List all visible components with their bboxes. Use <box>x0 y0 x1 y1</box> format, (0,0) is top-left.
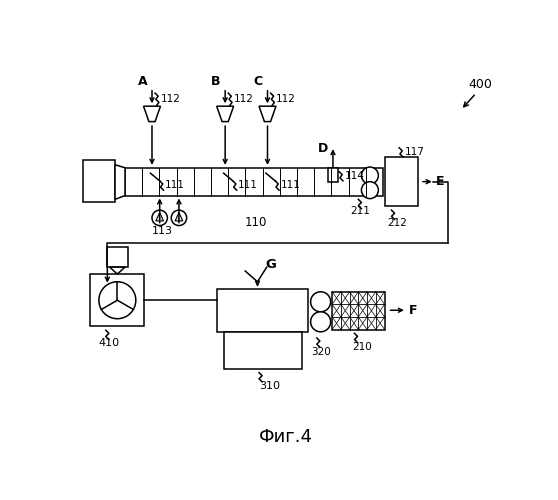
Bar <box>386 157 417 206</box>
Text: 110: 110 <box>245 216 267 228</box>
Bar <box>125 168 383 196</box>
Bar <box>218 290 309 332</box>
Text: 112: 112 <box>234 94 253 104</box>
Circle shape <box>311 292 331 312</box>
Text: E: E <box>436 175 445 188</box>
Text: 211: 211 <box>350 206 370 216</box>
Text: 113: 113 <box>152 226 172 236</box>
Text: 320: 320 <box>311 347 331 357</box>
Circle shape <box>171 210 186 226</box>
Polygon shape <box>115 164 125 200</box>
Bar <box>90 274 145 326</box>
Polygon shape <box>143 106 161 122</box>
Text: G: G <box>265 258 276 271</box>
Polygon shape <box>156 212 163 221</box>
Text: 112: 112 <box>161 94 180 104</box>
Text: 111: 111 <box>281 180 300 190</box>
Text: Фиг.4: Фиг.4 <box>259 428 313 446</box>
Text: 114: 114 <box>344 172 364 181</box>
Polygon shape <box>175 212 183 221</box>
Text: 410: 410 <box>98 338 119 348</box>
Text: 310: 310 <box>259 381 280 391</box>
Circle shape <box>362 182 378 198</box>
Text: B: B <box>211 76 220 88</box>
Circle shape <box>99 282 136 319</box>
Text: 111: 111 <box>165 180 185 190</box>
Text: 212: 212 <box>388 218 407 228</box>
Text: 117: 117 <box>405 148 425 158</box>
Bar <box>224 332 302 369</box>
Text: D: D <box>318 142 328 156</box>
Circle shape <box>311 312 331 332</box>
Text: 210: 210 <box>352 342 372 351</box>
Text: C: C <box>254 76 263 88</box>
Bar <box>107 247 128 267</box>
Bar <box>83 160 115 202</box>
Polygon shape <box>259 106 276 122</box>
Circle shape <box>362 167 378 184</box>
Text: 111: 111 <box>238 180 258 190</box>
Bar <box>328 168 338 181</box>
Polygon shape <box>217 106 234 122</box>
Text: 112: 112 <box>276 94 296 104</box>
Bar <box>332 292 384 330</box>
Text: F: F <box>408 304 417 317</box>
Text: 400: 400 <box>469 78 492 90</box>
Text: A: A <box>138 76 147 88</box>
Circle shape <box>152 210 167 226</box>
Polygon shape <box>109 267 125 274</box>
